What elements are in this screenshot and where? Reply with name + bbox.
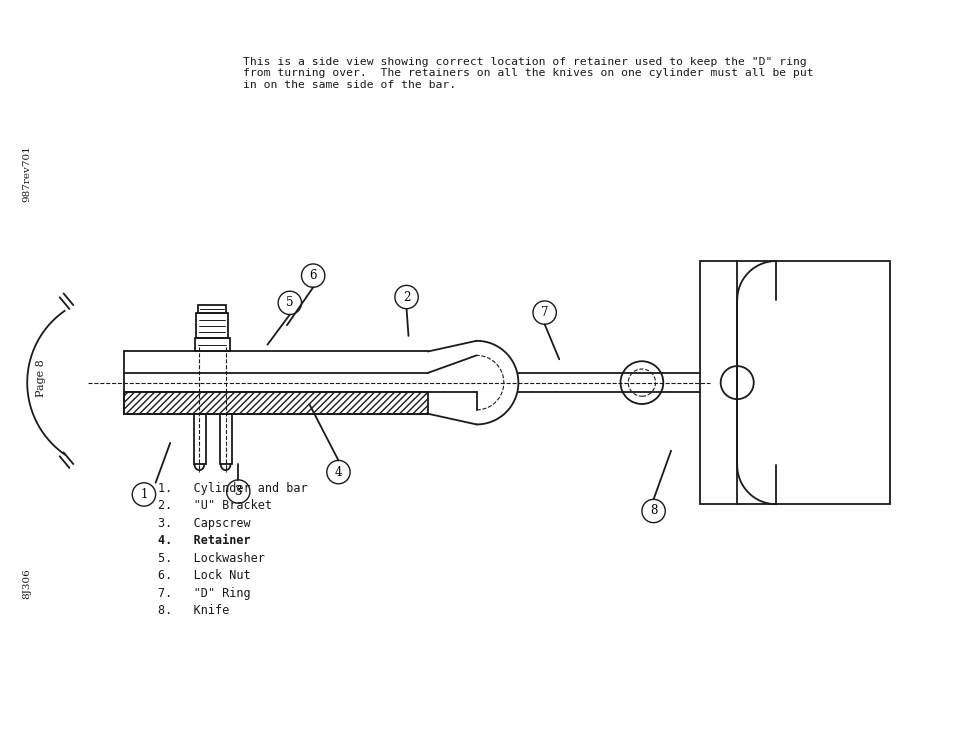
Text: 1: 1: [140, 488, 148, 501]
Text: 8.   Knife: 8. Knife: [157, 604, 229, 618]
Text: 3.   Capscrew: 3. Capscrew: [157, 517, 250, 530]
Text: 1.   Cylinder and bar: 1. Cylinder and bar: [157, 482, 307, 494]
Text: 2.   "U" Bracket: 2. "U" Bracket: [157, 500, 272, 512]
Text: 6: 6: [309, 269, 316, 282]
Text: 3: 3: [234, 485, 242, 498]
Bar: [193, 414, 206, 464]
Bar: [700, 261, 889, 504]
Text: 8J306: 8J306: [23, 568, 31, 599]
Bar: [194, 338, 230, 351]
Bar: [198, 305, 226, 313]
Text: 987rev701: 987rev701: [23, 145, 31, 202]
Text: Page 8: Page 8: [36, 359, 46, 396]
Text: 4.   Retainer: 4. Retainer: [157, 534, 250, 548]
Text: This is a side view showing correct location of retainer used to keep the "D" ri: This is a side view showing correct loca…: [243, 57, 813, 90]
Bar: [196, 313, 228, 338]
Text: 2: 2: [402, 291, 410, 303]
Text: 7.   "D" Ring: 7. "D" Ring: [157, 587, 250, 600]
Text: 7: 7: [540, 306, 548, 319]
Text: 5.   Lockwasher: 5. Lockwasher: [157, 552, 264, 565]
Text: 6.   Lock Nut: 6. Lock Nut: [157, 569, 250, 582]
Bar: [219, 414, 233, 464]
Text: 5: 5: [286, 297, 294, 309]
Text: 4: 4: [335, 466, 342, 479]
Bar: [124, 393, 428, 414]
Text: 8: 8: [649, 505, 657, 517]
